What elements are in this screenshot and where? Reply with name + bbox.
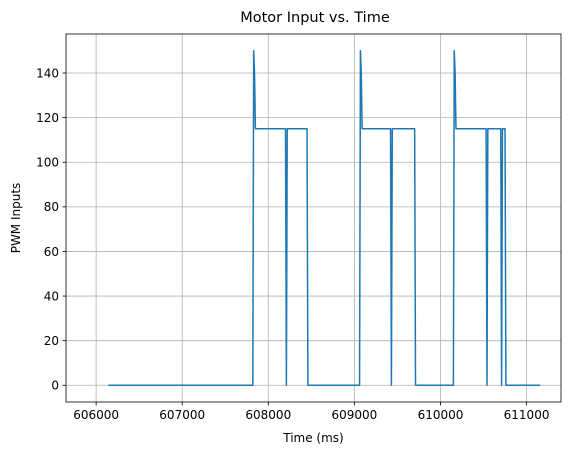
x-axis-label: Time (ms) — [282, 431, 344, 445]
y-tick-label: 140 — [36, 66, 59, 80]
x-tick-label: 607000 — [159, 408, 205, 422]
x-tick-label: 611000 — [504, 408, 550, 422]
y-tick-label: 120 — [36, 111, 59, 125]
plot-frame — [65, 33, 562, 403]
series-line — [108, 49, 541, 387]
x-tick-label: 608000 — [245, 408, 291, 422]
x-ticks: 606000 607000 608000 609000 610000 611000 — [73, 402, 549, 422]
series-lines — [108, 49, 541, 387]
y-tick-label: 40 — [44, 289, 59, 303]
y-axis-label: PWM Inputs — [9, 183, 23, 254]
y-tick-label: 100 — [36, 156, 59, 170]
x-tick-label: 609000 — [331, 408, 377, 422]
x-tick-label: 610000 — [418, 408, 464, 422]
y-ticks: 0 20 40 60 80 100 120 140 — [36, 66, 66, 393]
y-tick-label: 0 — [51, 379, 59, 393]
x-tick-label: 606000 — [73, 408, 119, 422]
y-tick-label: 60 — [44, 245, 59, 259]
chart-title: Motor Input vs. Time — [240, 10, 390, 26]
y-tick-label: 80 — [44, 200, 59, 214]
plot-area: 606000 607000 608000 609000 610000 611000 0 20… — [36, 33, 562, 422]
y-tick-label: 20 — [44, 334, 59, 348]
